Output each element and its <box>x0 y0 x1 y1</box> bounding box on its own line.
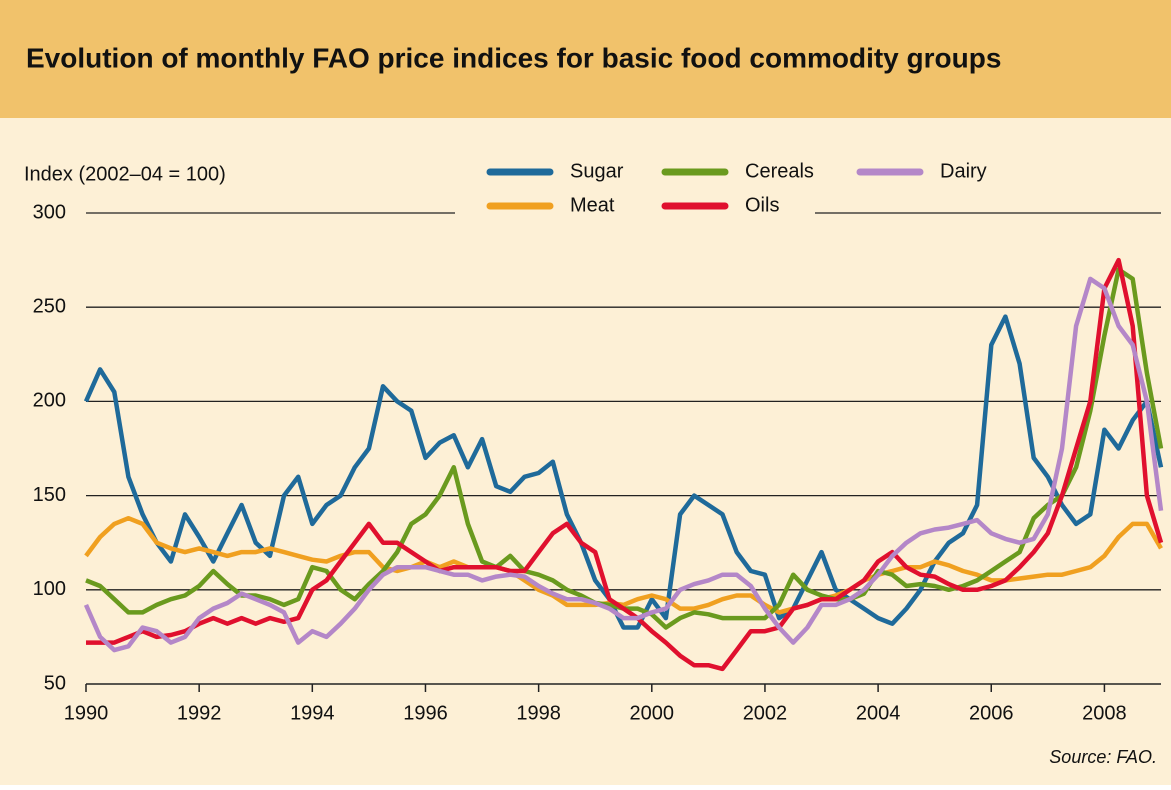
legend-label: Cereals <box>745 160 814 182</box>
chart-title: Evolution of monthly FAO price indices f… <box>26 42 1001 73</box>
legend-label: Dairy <box>940 160 987 182</box>
legend-background <box>455 150 815 230</box>
x-tick-label: 1990 <box>64 702 109 724</box>
legend-label: Meat <box>570 194 615 216</box>
y-tick-label: 150 <box>33 484 66 506</box>
header <box>0 0 1171 118</box>
y-tick-label: 100 <box>33 578 66 600</box>
x-tick-label: 2002 <box>743 702 788 724</box>
y-tick-label: 50 <box>44 672 66 694</box>
series-line <box>86 257 1164 672</box>
x-tick-label: 1992 <box>177 702 222 724</box>
y-tick-label: 200 <box>33 390 66 412</box>
y-tick-label: 300 <box>33 201 66 223</box>
legend-label: Sugar <box>570 160 624 182</box>
x-tick-label: 2008 <box>1082 702 1127 724</box>
legend-label: Oils <box>745 194 779 216</box>
x-tick-label: 1996 <box>403 702 448 724</box>
x-tick-label: 1998 <box>516 702 561 724</box>
y-axis-label: Index (2002–04 = 100) <box>24 163 226 185</box>
y-tick-label: 250 <box>33 295 66 317</box>
x-tick-label: 2006 <box>969 702 1014 724</box>
source: Source: FAO. <box>1049 747 1157 767</box>
x-tick-label: 2000 <box>630 702 675 724</box>
x-tick-label: 1994 <box>290 702 335 724</box>
series-line <box>83 276 1164 653</box>
x-tick-label: 2004 <box>856 702 901 724</box>
